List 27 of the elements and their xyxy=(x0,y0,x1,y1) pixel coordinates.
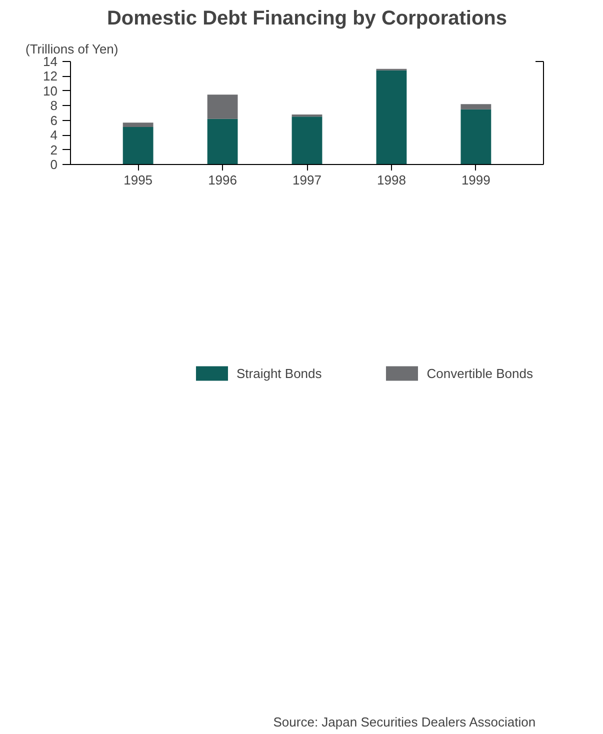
bar xyxy=(122,122,154,127)
bar xyxy=(292,114,322,117)
x-tick-label: 1998 xyxy=(377,172,406,188)
y-tick-label: 0 xyxy=(50,157,58,172)
y-tick-label: 6 xyxy=(50,112,58,128)
bar xyxy=(376,70,407,164)
x-tick-label: 1996 xyxy=(208,172,237,188)
y-tick-label: 2 xyxy=(50,142,58,158)
y-tick-label: 4 xyxy=(50,128,58,143)
bar xyxy=(460,104,492,110)
y-axis-title: (Trillions of Yen) xyxy=(26,42,118,56)
x-tick-label: 1997 xyxy=(292,172,322,188)
bar xyxy=(460,109,492,164)
x-tick-label: 1999 xyxy=(461,172,490,188)
source-note: Source: Japan Securities Dealers Association xyxy=(273,714,536,730)
chart-title: Domestic Debt Financing by Corporations xyxy=(106,8,508,30)
legend-label: Convertible Bonds xyxy=(426,366,533,381)
y-tick-label: 14 xyxy=(43,54,58,69)
bar xyxy=(292,116,322,164)
legend-label: Straight Bonds xyxy=(236,366,322,381)
x-tick-label: 1995 xyxy=(124,172,153,188)
y-tick-label: 10 xyxy=(43,83,58,98)
y-tick-label: 12 xyxy=(43,68,58,84)
bar xyxy=(122,126,154,164)
y-tick-label: 8 xyxy=(50,98,58,114)
bar xyxy=(207,94,238,119)
bar xyxy=(207,118,238,164)
